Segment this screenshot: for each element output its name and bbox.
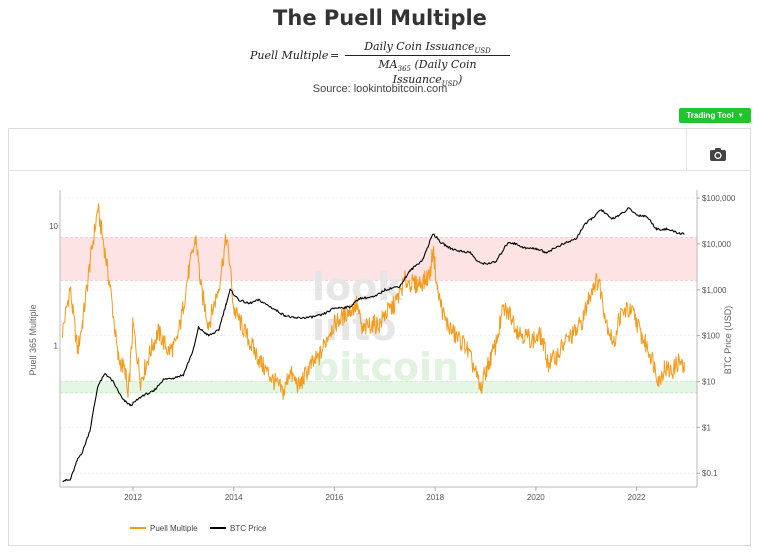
chevron-down-icon: ▼ (737, 112, 744, 119)
right-tick-label: $10 (702, 377, 716, 386)
trading-tool-label: Trading Tool (686, 111, 734, 120)
right-axis-title: BTC Price (USD) (723, 306, 733, 375)
source-text: Source: lookintobitcoin.com (312, 83, 448, 95)
right-tick-label: $100,000 (702, 194, 736, 203)
watermark-line-3: bitcoin (312, 345, 459, 389)
x-tick-label: 2014 (225, 493, 243, 502)
watermark: look into bitcoin (312, 265, 459, 389)
right-tick-label: $10,000 (702, 240, 731, 249)
chart-panel (8, 128, 751, 546)
page-title: The Puell Multiple (273, 6, 487, 30)
legend-item-btc[interactable]: BTC Price (230, 524, 267, 533)
band-top (60, 237, 697, 281)
series-puell-multiple (62, 203, 685, 400)
left-axis-title: Puell 365 Multiple (28, 304, 38, 375)
x-tick-label: 2018 (426, 493, 444, 502)
x-tick-label: 2020 (527, 493, 545, 502)
x-tick-label: 2012 (124, 493, 142, 502)
right-tick-label: $100 (702, 332, 720, 341)
camera-icon[interactable] (708, 146, 728, 162)
trading-tool-button[interactable]: Trading Tool ▼ (679, 108, 751, 123)
puell-formula: Puell Multiple = Daily Coin IssuanceUSD … (0, 40, 760, 88)
formula-equals: = (330, 49, 340, 62)
right-tick-label: $0.1 (702, 469, 718, 478)
left-tick-label: 10 (49, 222, 58, 231)
formula-denominator: MA365 (Daily Coin IssuanceUSD) (378, 58, 477, 89)
x-tick-label: 2016 (326, 493, 344, 502)
legend-item-puell[interactable]: Puell Multiple (150, 524, 198, 533)
formula-lhs: Puell Multiple (250, 49, 329, 62)
left-tick-label: 1 (54, 341, 59, 350)
formula-fraction-bar (345, 55, 510, 56)
chart-toolbar-divider (8, 170, 751, 171)
formula-numerator: Daily Coin IssuanceUSD (364, 40, 491, 56)
right-tick-label: $1 (702, 423, 711, 432)
x-tick-label: 2022 (628, 493, 646, 502)
series-btc-price (62, 207, 685, 482)
watermark-line-1: look (312, 265, 403, 309)
camera-divider (686, 129, 687, 170)
right-tick-label: $1,000 (702, 286, 727, 295)
band-bottom (60, 381, 697, 393)
